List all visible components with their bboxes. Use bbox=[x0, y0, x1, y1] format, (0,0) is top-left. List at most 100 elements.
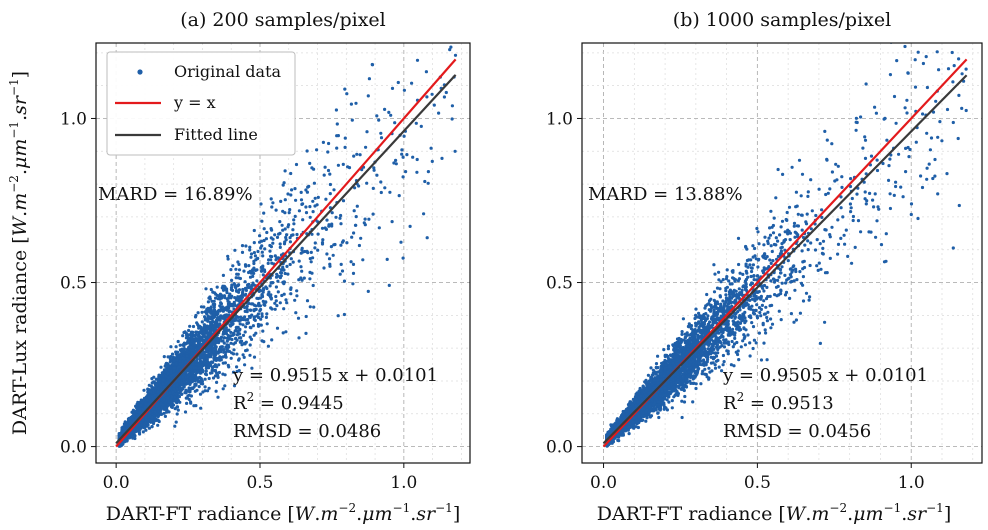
panel-title: (a) 200 samples/pixel bbox=[180, 9, 386, 31]
data-point bbox=[311, 210, 315, 214]
data-point bbox=[240, 343, 244, 347]
data-point bbox=[320, 226, 325, 230]
data-point bbox=[264, 285, 268, 289]
data-point bbox=[229, 341, 233, 345]
data-point bbox=[321, 140, 325, 144]
data-point bbox=[379, 131, 383, 135]
data-point bbox=[206, 389, 210, 393]
data-point bbox=[226, 333, 230, 338]
data-point bbox=[284, 298, 288, 302]
data-point bbox=[371, 212, 375, 216]
data-point bbox=[229, 287, 233, 292]
data-point bbox=[361, 258, 365, 262]
data-point bbox=[289, 171, 293, 176]
data-point bbox=[401, 155, 405, 159]
data-point bbox=[402, 134, 406, 138]
data-point bbox=[295, 232, 299, 237]
data-point bbox=[261, 273, 265, 277]
data-point bbox=[230, 337, 234, 342]
data-point bbox=[274, 208, 278, 212]
data-point bbox=[364, 145, 368, 149]
data-point bbox=[396, 80, 400, 85]
data-point bbox=[390, 86, 395, 90]
data-point bbox=[270, 228, 274, 232]
data-point bbox=[309, 260, 313, 264]
data-point bbox=[247, 264, 251, 268]
data-point bbox=[284, 330, 288, 334]
data-point bbox=[330, 211, 334, 215]
data-point bbox=[342, 279, 347, 283]
data-point bbox=[281, 265, 285, 269]
data-point bbox=[335, 146, 339, 150]
data-point bbox=[397, 194, 401, 198]
data-point bbox=[355, 204, 359, 208]
data-point bbox=[379, 180, 383, 184]
data-point bbox=[222, 336, 226, 340]
data-point bbox=[229, 330, 233, 334]
data-point bbox=[304, 205, 308, 209]
data-point bbox=[454, 0, 457, 1]
data-point bbox=[285, 301, 289, 305]
data-point bbox=[254, 331, 258, 335]
data-point bbox=[351, 282, 355, 286]
data-point bbox=[248, 308, 252, 312]
data-point bbox=[283, 271, 287, 276]
data-point bbox=[248, 315, 252, 319]
data-point bbox=[142, 388, 146, 392]
data-point bbox=[440, 156, 444, 160]
data-point bbox=[141, 430, 145, 434]
data-point bbox=[265, 322, 269, 326]
data-point bbox=[209, 287, 213, 292]
data-point bbox=[299, 198, 304, 202]
data-point bbox=[215, 293, 220, 298]
data-point bbox=[256, 249, 260, 254]
data-point bbox=[260, 314, 264, 318]
data-point bbox=[309, 250, 313, 254]
data-point bbox=[281, 228, 285, 232]
data-point bbox=[383, 186, 387, 190]
data-point bbox=[258, 240, 262, 244]
data-point bbox=[248, 353, 252, 357]
data-point bbox=[299, 190, 303, 194]
data-point bbox=[184, 388, 188, 392]
data-point bbox=[308, 270, 312, 274]
data-point bbox=[292, 218, 296, 222]
data-point bbox=[387, 283, 391, 287]
data-point bbox=[280, 223, 284, 227]
data-point bbox=[266, 292, 270, 297]
data-point bbox=[206, 319, 210, 323]
data-point bbox=[257, 302, 261, 306]
data-point bbox=[214, 296, 218, 300]
data-point bbox=[193, 382, 197, 386]
data-point bbox=[325, 218, 329, 222]
data-point bbox=[249, 255, 253, 259]
data-point bbox=[383, 107, 387, 111]
data-point bbox=[254, 304, 258, 308]
data-point bbox=[335, 122, 339, 126]
data-point bbox=[261, 329, 265, 333]
data-point bbox=[288, 240, 292, 244]
data-point bbox=[377, 118, 381, 122]
data-point bbox=[437, 111, 441, 115]
data-point bbox=[270, 338, 274, 342]
data-point bbox=[341, 162, 345, 166]
data-point bbox=[162, 355, 166, 359]
data-point bbox=[170, 352, 175, 356]
data-point bbox=[241, 333, 246, 337]
data-point bbox=[341, 199, 346, 203]
data-point bbox=[310, 166, 314, 170]
data-point bbox=[414, 121, 418, 125]
panel-200-spp: (a) 200 samples/pixel 0.0 0.5 1.00.00.51.0… bbox=[60, 0, 471, 525]
data-point bbox=[294, 198, 298, 202]
data-point bbox=[334, 108, 338, 112]
data-point bbox=[352, 209, 356, 213]
data-point bbox=[174, 420, 178, 424]
data-point bbox=[249, 326, 253, 330]
data-point bbox=[292, 222, 296, 226]
data-point bbox=[326, 150, 330, 154]
data-point bbox=[379, 190, 383, 195]
data-point bbox=[253, 318, 257, 322]
data-point bbox=[334, 215, 338, 219]
data-point bbox=[221, 387, 225, 391]
data-point bbox=[144, 428, 148, 432]
